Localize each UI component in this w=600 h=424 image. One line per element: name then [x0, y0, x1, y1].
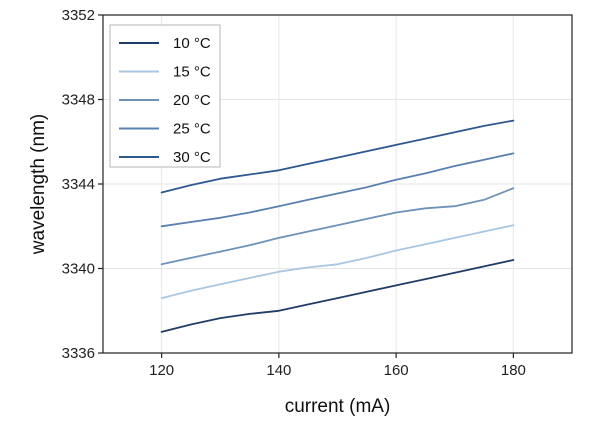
- y-tick-label: 3352: [62, 7, 95, 24]
- x-tick-label: 120: [149, 362, 174, 379]
- y-axis-title: wavelength (nm): [28, 114, 49, 255]
- legend: 10 °C 15 °C 20 °C 25 °C 30 °C: [109, 24, 221, 168]
- y-tick-label: 3344: [62, 176, 95, 193]
- y-tick-label: 3336: [62, 345, 95, 362]
- series-line: [160, 152, 515, 228]
- y-tick-label: 3340: [62, 261, 95, 278]
- series-line: [160, 187, 515, 266]
- legend-label: 20 °C: [173, 92, 211, 109]
- y-axis-ticks: 3336 3340 3344 3348 3352: [62, 7, 103, 362]
- series-lines: [160, 119, 515, 333]
- series-line: [160, 224, 515, 300]
- x-tick-label: 140: [266, 362, 291, 379]
- x-axis-title: current (mA): [285, 396, 391, 417]
- legend-label: 30 °C: [173, 149, 211, 166]
- x-axis-ticks: 120 140 160 180: [149, 353, 526, 379]
- legend-label: 10 °C: [173, 35, 211, 52]
- legend-box: [109, 24, 221, 168]
- y-tick-label: 3348: [62, 92, 95, 109]
- series-line: [160, 259, 515, 333]
- legend-label: 15 °C: [173, 64, 211, 81]
- legend-label: 25 °C: [173, 121, 211, 138]
- x-tick-label: 180: [501, 362, 526, 379]
- x-tick-label: 160: [384, 362, 409, 379]
- series-line: [160, 119, 515, 194]
